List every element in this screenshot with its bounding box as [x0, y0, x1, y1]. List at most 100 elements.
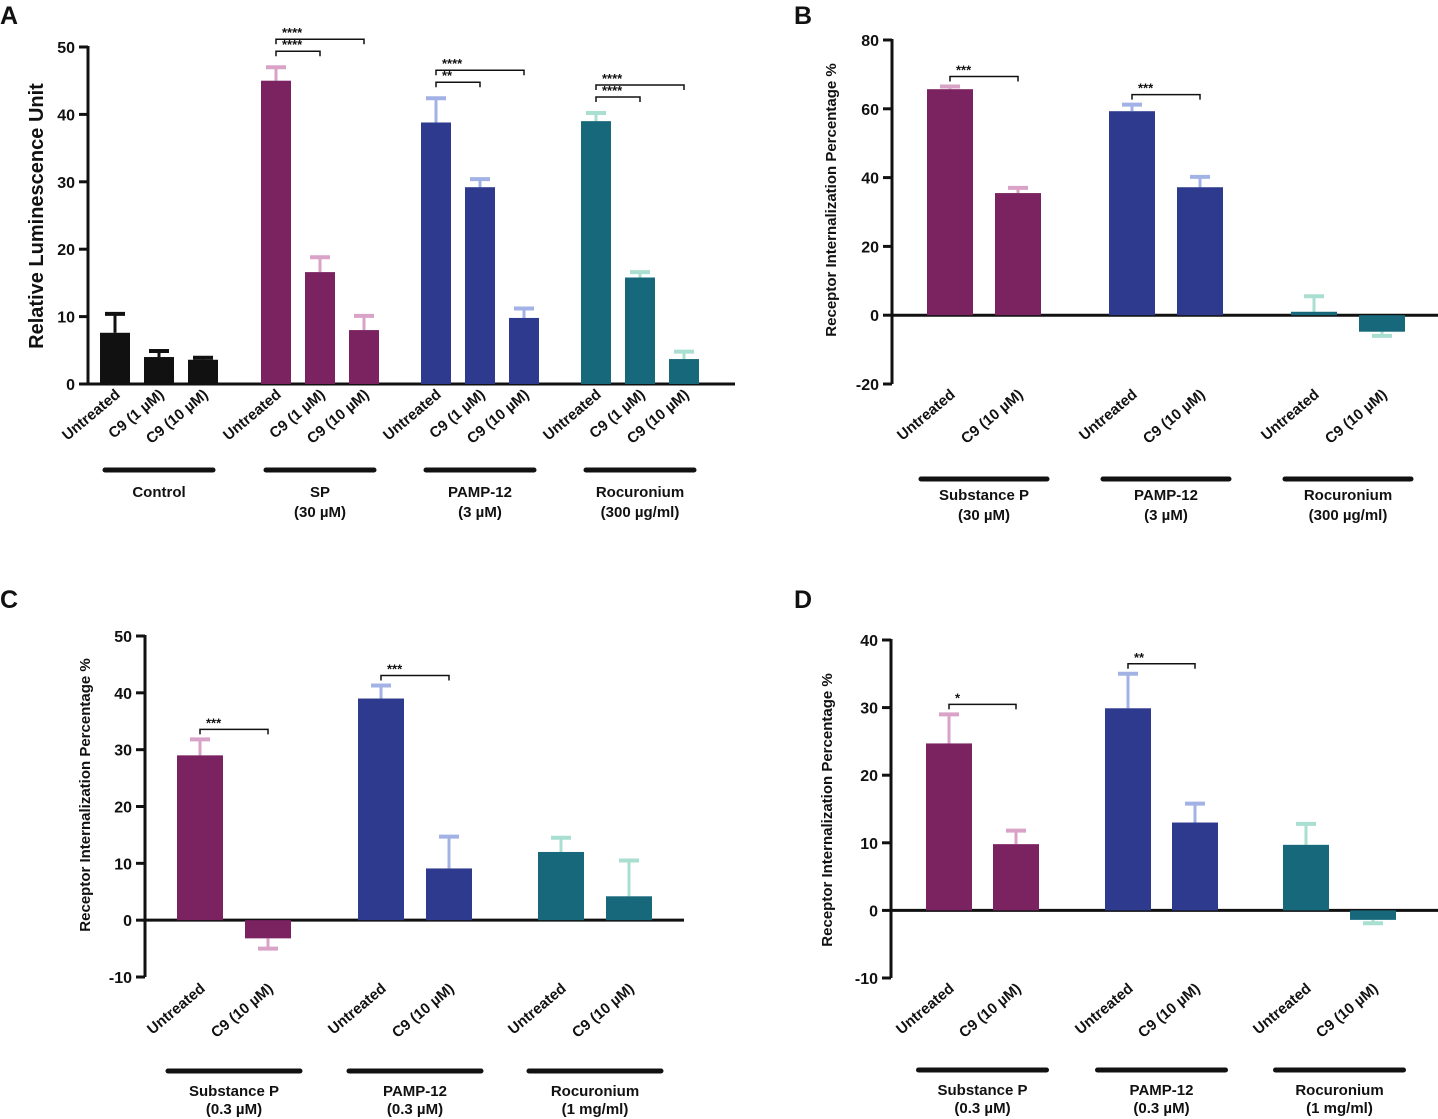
y-tick-label: 20 — [114, 800, 132, 817]
x-tick-label: Untreated — [1072, 980, 1137, 1038]
group-sublabel: (0.3 µM) — [387, 1101, 443, 1118]
bar — [606, 896, 652, 921]
y-tick-label: 60 — [861, 102, 879, 119]
x-tick-label: Untreated — [1258, 386, 1323, 444]
significance-label: *** — [387, 661, 403, 676]
significance-bracket: *** — [380, 661, 450, 681]
bar — [1291, 311, 1337, 316]
y-tick-label: 30 — [860, 701, 878, 718]
group-label: Substance P — [189, 1083, 279, 1100]
y-tick-label: 20 — [57, 242, 75, 259]
group-label: Rocuronium — [596, 484, 684, 501]
significance-line — [275, 50, 321, 57]
bar — [177, 755, 223, 921]
bar — [993, 844, 1039, 911]
group-sublabel: (30 µM) — [958, 507, 1010, 524]
y-tick-label: 10 — [114, 856, 132, 873]
group-label: Substance P — [937, 1082, 1027, 1099]
significance-bracket: **** — [595, 71, 685, 91]
significance-bracket: **** — [435, 56, 525, 76]
group-label: Rocuronium — [1304, 487, 1392, 504]
panel-B: B -20 0 20 40 60 80 Receptor Internalization Pe… — [794, 2, 1438, 524]
bar — [509, 317, 539, 384]
x-tick-label: Untreated — [1076, 386, 1141, 444]
significance-line — [949, 75, 1019, 82]
x-tick-label: Untreated — [893, 980, 958, 1038]
y-tick-label: 0 — [123, 913, 132, 930]
bar — [926, 743, 972, 911]
significance-line — [275, 38, 365, 45]
significance-label: **** — [442, 56, 463, 71]
group-sublabel: (0.3 µM) — [206, 1101, 262, 1118]
significance-label: * — [955, 690, 961, 705]
significance-bracket: **** — [275, 25, 365, 45]
group-label: PAMP-12 — [1134, 487, 1198, 504]
y-tick-label: 0 — [66, 377, 75, 394]
panel-letter: C — [0, 586, 18, 614]
y-tick-label: 80 — [861, 33, 879, 50]
significance-bracket: ** — [1127, 650, 1196, 669]
y-tick-label: 40 — [860, 633, 878, 650]
bar — [144, 357, 174, 384]
panel-letter: A — [0, 2, 18, 30]
significance-line — [380, 674, 450, 681]
x-tick-label: C9 (10 µM) — [1135, 980, 1204, 1041]
significance-label: *** — [956, 62, 972, 77]
y-tick-label: 10 — [860, 836, 878, 853]
significance-bracket: ** — [435, 68, 481, 88]
significance-label: ** — [442, 68, 453, 83]
group-sublabel: (1 mg/ml) — [562, 1101, 629, 1118]
bar — [305, 272, 335, 384]
group-sublabel: (1 mg/ml) — [1306, 1100, 1373, 1117]
significance-label: *** — [1138, 81, 1154, 96]
x-tick-label: C9 (10 µM) — [569, 980, 638, 1041]
significance-label: **** — [282, 25, 303, 40]
bar — [426, 868, 472, 921]
x-tick-label: Untreated — [325, 980, 390, 1038]
y-tick-label: 30 — [114, 743, 132, 760]
x-tick-label: C9 (10 µM) — [1140, 386, 1209, 447]
y-tick-label: 40 — [861, 171, 879, 188]
y-tick-label: 30 — [57, 175, 75, 192]
significance-label: *** — [206, 715, 222, 730]
y-axis-label: Relative Luminescence Unit — [26, 83, 48, 349]
group-sublabel: (300 µg/ml) — [601, 504, 680, 521]
y-tick-label: -10 — [109, 970, 132, 987]
y-axis-label: Receptor Internalization Percentage % — [77, 658, 94, 931]
bar — [421, 122, 451, 384]
x-tick-label: C9 (10 µM) — [1322, 386, 1391, 447]
bar — [1177, 187, 1223, 316]
bar — [1359, 315, 1405, 332]
bar — [245, 920, 291, 939]
group-label: Rocuronium — [1295, 1082, 1383, 1099]
significance-bracket: *** — [199, 715, 269, 735]
x-tick-label: C9 (10 µM) — [208, 980, 277, 1041]
x-tick-label: C9 (10 µM) — [389, 980, 458, 1041]
bar — [669, 359, 699, 384]
group-sublabel: (3 µM) — [458, 504, 502, 521]
significance-label: **** — [602, 71, 623, 86]
group-label: PAMP-12 — [1130, 1082, 1194, 1099]
x-tick-label: C9 (10 µM) — [958, 386, 1027, 447]
bar — [581, 121, 611, 384]
bar — [358, 698, 404, 921]
significance-bracket: *** — [949, 62, 1019, 82]
y-tick-label: 20 — [861, 239, 879, 256]
bar — [100, 332, 130, 384]
bar — [1350, 910, 1396, 920]
x-tick-label: Untreated — [894, 386, 959, 444]
x-tick-label: Untreated — [144, 980, 209, 1038]
panel-A: A 0 10 20 30 40 50 Relative Luminescence Unit Un… — [0, 2, 735, 521]
bar — [995, 193, 1041, 316]
y-tick-label: 10 — [57, 310, 75, 327]
group-label: PAMP-12 — [383, 1083, 447, 1100]
